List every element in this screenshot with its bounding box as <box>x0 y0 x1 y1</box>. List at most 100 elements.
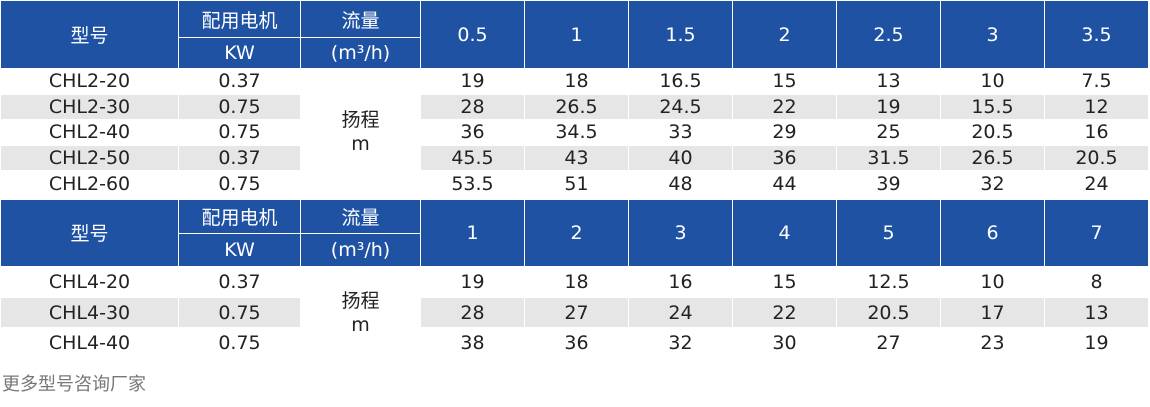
head-value: 19 <box>420 68 525 95</box>
header-flow-value: 2 <box>732 0 837 69</box>
data-row: CHL4-40 0.75 38 36 32 30 27 23 19 <box>0 327 1149 360</box>
data-row: CHL2-40 0.75 36 34.5 33 29 25 20.5 16 <box>0 119 1149 146</box>
data-row: CHL2-20 0.37 扬程 m 19 18 16.5 15 13 10 7.5 <box>0 68 1149 197</box>
header-model: 型号 <box>0 0 179 69</box>
head-value: 53.5 <box>420 170 525 197</box>
header-flow: 流量 <box>300 198 421 234</box>
model: CHL2-40 <box>0 119 179 146</box>
header-flow-value: 1.5 <box>628 0 733 69</box>
head-value: 45.5 <box>420 144 525 172</box>
header-motor: 配用电机 <box>178 198 301 234</box>
model: CHL2-30 <box>0 93 179 121</box>
model: CHL2-60 <box>0 170 179 197</box>
head-value: 26.5 <box>524 93 629 121</box>
head-value: 48 <box>628 170 733 197</box>
head-value: 18 <box>524 68 629 95</box>
head-value: 26.5 <box>940 144 1045 172</box>
head-value: 16 <box>1044 119 1149 146</box>
header-flow-unit: (m³/h) <box>300 232 421 267</box>
header-flow-value: 2 <box>524 198 629 267</box>
data-row: CHL2-50 0.37 45.5 43 40 36 31.5 26.5 20.5 <box>0 144 1149 172</box>
head-value: 28 <box>420 296 525 329</box>
head-value: 10 <box>940 68 1045 95</box>
head-value: 19 <box>420 265 525 298</box>
power: 0.75 <box>178 296 301 329</box>
header-flow-value: 0.5 <box>420 0 525 69</box>
head-value: 17 <box>940 296 1045 329</box>
head-value: 32 <box>940 170 1045 197</box>
model: CHL4-40 <box>0 327 179 360</box>
head-value: 23 <box>940 327 1045 360</box>
head-value: 32 <box>628 327 733 360</box>
head-value: 13 <box>836 68 941 95</box>
tables: 型号 配用电机 流量 0.5 1 1.5 2 2.5 3 3.5 KW (m³/h) CHL2-20 0.… <box>0 0 1149 360</box>
header-flow-value: 3 <box>628 198 733 267</box>
model: CHL4-30 <box>0 296 179 329</box>
header-row: KW (m³/h) <box>1 232 1149 267</box>
head-value: 27 <box>836 327 941 360</box>
head-value: 36 <box>732 144 837 172</box>
data-row: CHL2-30 0.75 28 26.5 24.5 22 19 15.5 12 <box>0 93 1149 121</box>
header-flow-value: 3 <box>940 0 1045 69</box>
head-value: 28 <box>420 93 525 121</box>
header-flow-value: 1 <box>420 198 525 267</box>
header-motor: 配用电机 <box>178 0 301 38</box>
head-value: 30 <box>732 327 837 360</box>
head-value: 38 <box>420 327 525 360</box>
head-value: 15 <box>732 265 837 298</box>
head-value: 39 <box>836 170 941 197</box>
head-value: 12.5 <box>836 265 941 298</box>
head-value: 24.5 <box>628 93 733 121</box>
power: 0.37 <box>178 265 301 298</box>
header-flow-value: 5 <box>836 198 941 267</box>
head-value: 43 <box>524 144 629 172</box>
model: CHL2-20 <box>0 68 179 95</box>
head-label-text: 扬程 <box>341 289 380 312</box>
head-value: 18 <box>524 265 629 298</box>
data-row: CHL2-60 0.75 53.5 51 48 44 39 32 24 <box>0 170 1149 197</box>
head-value: 51 <box>524 170 629 197</box>
data-row: CHL4-30 0.75 28 27 24 22 20.5 17 13 <box>0 296 1149 329</box>
power: 0.75 <box>178 119 301 146</box>
header-flow-value: 2.5 <box>836 0 941 69</box>
power: 0.75 <box>178 93 301 121</box>
data-row: CHL4-20 0.37 扬程 m 19 18 16 15 12.5 10 8 <box>0 265 1149 360</box>
header-motor-unit: KW <box>178 232 301 267</box>
head-value: 19 <box>1044 327 1149 360</box>
head-value: 24 <box>1044 170 1149 197</box>
head-value: 22 <box>732 93 837 121</box>
head-value: 15.5 <box>940 93 1045 121</box>
header-row: 型号 配用电机 流量 0.5 1 1.5 2 2.5 3 3.5 <box>0 0 1149 69</box>
head-value: 16.5 <box>628 68 733 95</box>
header-flow: 流量 <box>300 0 421 38</box>
header-flow-unit: (m³/h) <box>300 37 421 69</box>
power: 0.75 <box>178 327 301 360</box>
head-value: 12 <box>1044 93 1149 121</box>
header-flow-value: 3.5 <box>1044 0 1149 69</box>
head-value: 36 <box>420 119 525 146</box>
head-unit: m <box>351 313 370 336</box>
model: CHL4-20 <box>0 265 179 298</box>
power: 0.37 <box>178 144 301 172</box>
head-label: 扬程 m <box>300 68 421 197</box>
head-value: 10 <box>940 265 1045 298</box>
head-value: 15 <box>732 68 837 95</box>
head-value: 16 <box>628 265 733 298</box>
header-model: 型号 <box>0 198 179 267</box>
head-value: 36 <box>524 327 629 360</box>
head-value: 20.5 <box>940 119 1045 146</box>
head-value: 40 <box>628 144 733 172</box>
head-value: 20.5 <box>836 296 941 329</box>
header-flow-value: 4 <box>732 198 837 267</box>
head-value: 27 <box>524 296 629 329</box>
spec-table: 型号 配用电机 流量 0.5 1 1.5 2 2.5 3 3.5 KW (m³/h) CHL2-20 0.… <box>0 0 1149 197</box>
head-unit: m <box>351 133 370 156</box>
header-flow-value: 1 <box>524 0 629 69</box>
model: CHL2-50 <box>0 144 179 172</box>
head-value: 8 <box>1044 265 1149 298</box>
header-flow-value: 7 <box>1044 198 1149 267</box>
head-value: 20.5 <box>1044 144 1149 172</box>
power: 0.75 <box>178 170 301 197</box>
head-value: 44 <box>732 170 837 197</box>
